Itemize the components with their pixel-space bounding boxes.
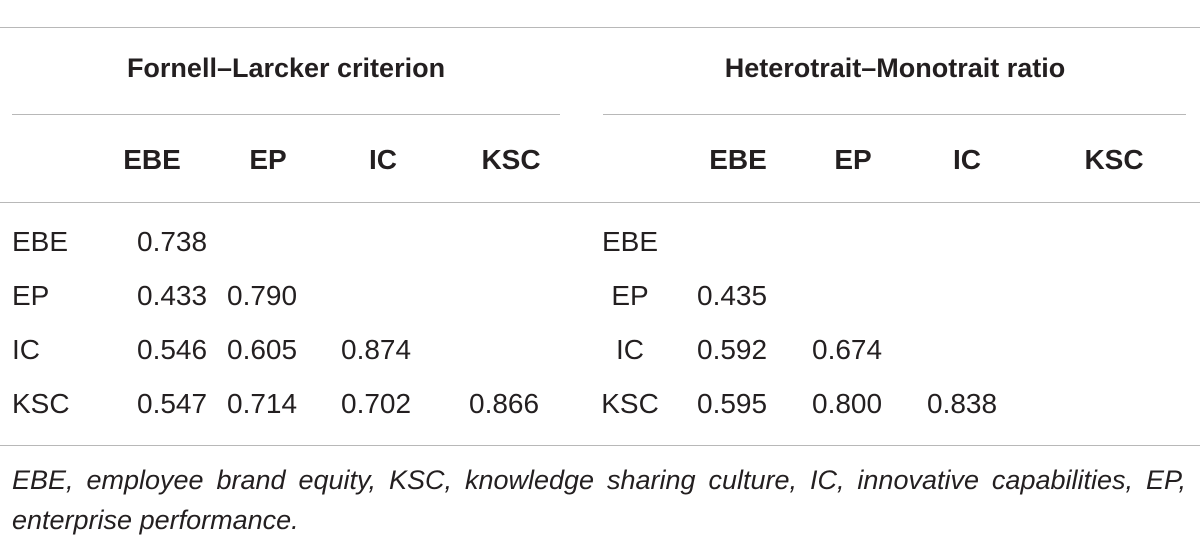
cell-value: 0.592 <box>697 334 768 365</box>
cell-value: 0.714 <box>227 388 298 419</box>
header-rule <box>0 202 1200 203</box>
column-header: EP <box>249 144 287 175</box>
column-header: KSC <box>1084 144 1144 175</box>
cell-value: 0.874 <box>341 334 412 365</box>
cell-value: 0.546 <box>137 334 208 365</box>
cell-value: 0.702 <box>341 388 412 419</box>
row-label: EBE <box>601 226 659 257</box>
column-header: EBE <box>123 144 181 175</box>
footnote: EBE, employee brand equity, KSC, knowled… <box>12 465 1186 535</box>
group-rule <box>12 114 560 115</box>
column-header: EP <box>834 144 872 175</box>
group-title: Heterotrait–Monotrait ratio <box>724 53 1066 83</box>
cell-value: 0.838 <box>927 388 998 419</box>
row-label: IC <box>12 334 40 365</box>
row-label: IC <box>616 334 644 365</box>
bottom-rule <box>0 445 1200 446</box>
row-label: KSC <box>601 388 659 419</box>
row-label: EP <box>611 280 649 311</box>
cell-value: 0.595 <box>697 388 768 419</box>
group-rule <box>603 114 1186 115</box>
cell-value: 0.866 <box>469 388 540 419</box>
cell-value: 0.605 <box>227 334 298 365</box>
cell-value: 0.435 <box>697 280 768 311</box>
column-header: IC <box>953 144 981 175</box>
cell-value: 0.800 <box>812 388 883 419</box>
cell-value: 0.433 <box>137 280 208 311</box>
cell-value: 0.738 <box>137 226 208 257</box>
column-header: KSC <box>481 144 541 175</box>
top-rule <box>0 27 1200 28</box>
column-header: EBE <box>709 144 767 175</box>
row-label: KSC <box>12 388 70 419</box>
column-header: IC <box>369 144 397 175</box>
row-label: EBE <box>12 226 69 257</box>
row-label: EP <box>12 280 50 311</box>
cell-value: 0.547 <box>137 388 208 419</box>
cell-value: 0.674 <box>812 334 883 365</box>
group-title: Fornell–Larcker criterion <box>126 53 446 83</box>
cell-value: 0.790 <box>227 280 298 311</box>
